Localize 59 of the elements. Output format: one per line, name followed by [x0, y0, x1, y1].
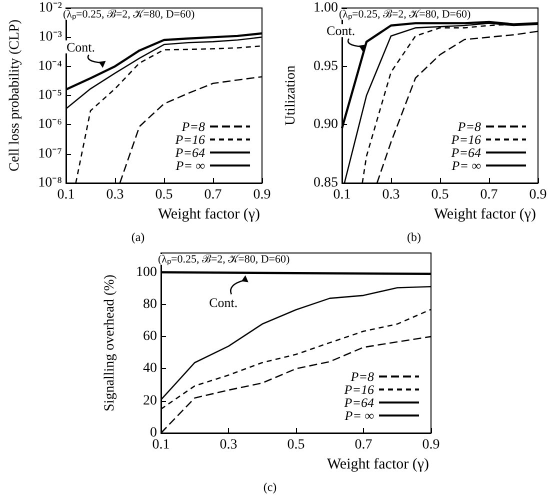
y-tick-label: 1.00: [314, 0, 338, 16]
x-tick-label: 0.7: [204, 188, 222, 202]
legend-label: P=16: [450, 132, 482, 147]
legend-label: P=64: [174, 145, 206, 160]
legend-label: P= ∞: [174, 158, 205, 173]
y-tick-label: 0.85: [314, 176, 338, 190]
y-tick-label: 80: [143, 296, 157, 312]
annotation: (λₚ=0.25, ℬ=2, 𝒦=80, D=60): [63, 8, 196, 20]
x-tick-label: 0.5: [155, 188, 173, 202]
x-tick-label: 0.9: [529, 188, 547, 202]
x-tick-label: 0.7: [354, 438, 372, 452]
x-tick-label: 0.3: [220, 438, 238, 452]
y-axis-title: Utilization: [284, 66, 298, 126]
y-tick-label: 40: [143, 361, 157, 376]
x-tick-label: 0.1: [57, 188, 75, 202]
x-tick-label: 0.3: [382, 188, 400, 202]
x-axis-title: Weight factor (γ): [326, 456, 429, 472]
y-tick-label: 10⁻²: [38, 0, 62, 16]
y-tick-label: 0.90: [314, 117, 338, 132]
y-tick-label: 0: [150, 426, 157, 440]
x-tick-label: 0.9: [253, 188, 271, 202]
legend-label: P=8: [456, 119, 482, 134]
legend-label: P=16: [343, 382, 374, 397]
legend-label: P=8: [180, 119, 206, 134]
y-tick-label: 10⁻³: [38, 30, 62, 45]
y-tick-label: 10⁻⁶: [38, 117, 62, 132]
annotation: Cont.: [66, 39, 96, 54]
y-tick-label: 10⁻⁴: [38, 58, 62, 74]
y-tick-label: 10⁻⁵: [38, 88, 62, 103]
x-tick-label: 0.5: [431, 188, 449, 202]
x-axis-title: Weight factor (γ): [158, 206, 260, 222]
legend-label: P= ∞: [450, 158, 481, 173]
y-tick-label: 10⁻⁷: [38, 146, 62, 162]
x-tick-label: 0.1: [333, 188, 351, 202]
legend-label: P=8: [350, 369, 374, 384]
legend-label: P=64: [343, 395, 374, 410]
x-tick-label: 0.1: [152, 438, 170, 452]
legend-label: P= ∞: [344, 408, 374, 423]
y-tick-label: 100: [136, 264, 157, 280]
y-axis-title: Signalling overhead (%): [102, 274, 118, 412]
y-tick-label: 10⁻⁸: [38, 176, 62, 190]
annotation: Cont.: [209, 294, 238, 310]
text: (a): [131, 230, 145, 244]
x-tick-label: 0.3: [106, 188, 124, 202]
y-axis-title: Cell loss probability (CLP): [8, 19, 22, 172]
legend-label: P=16: [174, 132, 206, 147]
annotation: (λₚ=0.25, ℬ=2, 𝒦=80, D=60): [158, 254, 290, 266]
text: (b): [407, 230, 422, 244]
y-tick-label: 0.95: [314, 58, 338, 74]
x-axis-title: Weight factor (γ): [434, 206, 536, 222]
x-tick-label: 0.7: [480, 188, 498, 202]
legend-label: P=64: [450, 145, 482, 160]
x-tick-label: 0.9: [422, 438, 440, 452]
annotation: Cont.: [326, 23, 356, 38]
y-tick-label: 60: [143, 329, 157, 344]
y-tick-label: 20: [143, 393, 157, 408]
text: (c): [263, 480, 277, 494]
annotation: (λₚ=0.25, ℬ=2, 𝒦=80, D=60): [339, 8, 472, 20]
x-tick-label: 0.5: [287, 438, 305, 452]
